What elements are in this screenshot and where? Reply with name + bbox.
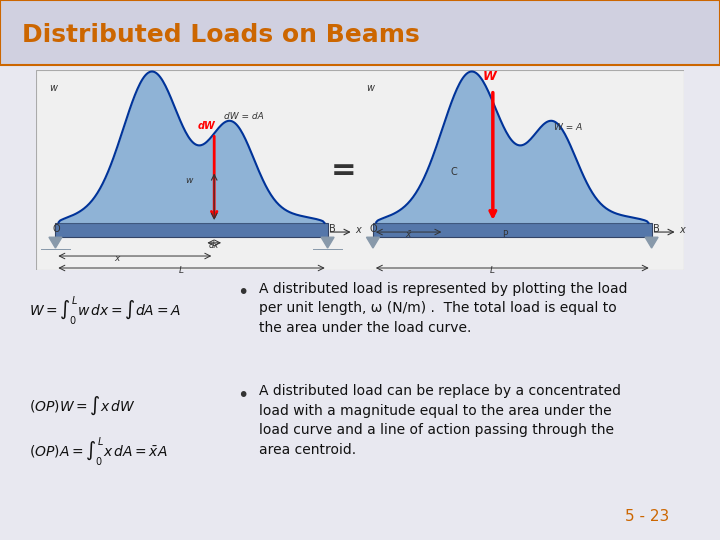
Text: w: w (49, 83, 57, 93)
Text: P: P (503, 230, 508, 239)
Text: L: L (490, 266, 495, 275)
Text: $W = \int_0^L w\,dx = \int dA = A$: $W = \int_0^L w\,dx = \int dA = A$ (29, 294, 181, 327)
Text: •: • (238, 284, 249, 302)
Polygon shape (366, 237, 379, 248)
Text: 5 - 23: 5 - 23 (626, 509, 670, 524)
Text: $(OP)A = \int_0^L x\,dA = \bar{x}A$: $(OP)A = \int_0^L x\,dA = \bar{x}A$ (29, 435, 168, 468)
Text: $\bar{x}$: $\bar{x}$ (405, 229, 413, 240)
Text: x: x (114, 254, 119, 263)
Polygon shape (645, 237, 658, 248)
Text: C: C (451, 167, 457, 177)
Text: w: w (185, 176, 192, 185)
Text: W: W (483, 70, 497, 83)
Text: =: = (331, 156, 356, 185)
Polygon shape (321, 237, 334, 248)
Text: dW = dA: dW = dA (224, 112, 264, 122)
Text: A distributed load is represented by plotting the load
per unit length, ω (N/m) : A distributed load is represented by plo… (259, 282, 628, 335)
Text: w: w (366, 83, 374, 93)
Text: dW: dW (198, 120, 216, 131)
Bar (373, 223, 652, 237)
Text: dx: dx (209, 241, 220, 250)
Text: Distributed Loads on Beams: Distributed Loads on Beams (22, 23, 419, 47)
Text: L: L (179, 266, 184, 275)
Text: O: O (370, 224, 377, 234)
Text: x: x (679, 225, 685, 235)
Text: B: B (329, 224, 336, 234)
Bar (55, 223, 328, 237)
FancyBboxPatch shape (36, 70, 684, 270)
Text: A distributed load can be replace by a concentrated
load with a magnitude equal : A distributed load can be replace by a c… (259, 384, 621, 457)
Polygon shape (49, 237, 62, 248)
Text: $(OP)W = \int x\,dW$: $(OP)W = \int x\,dW$ (29, 394, 135, 416)
Text: •: • (238, 386, 249, 405)
Text: x: x (355, 225, 361, 235)
Text: B: B (653, 224, 660, 234)
Text: O: O (53, 224, 60, 234)
Text: W = A: W = A (554, 123, 582, 132)
